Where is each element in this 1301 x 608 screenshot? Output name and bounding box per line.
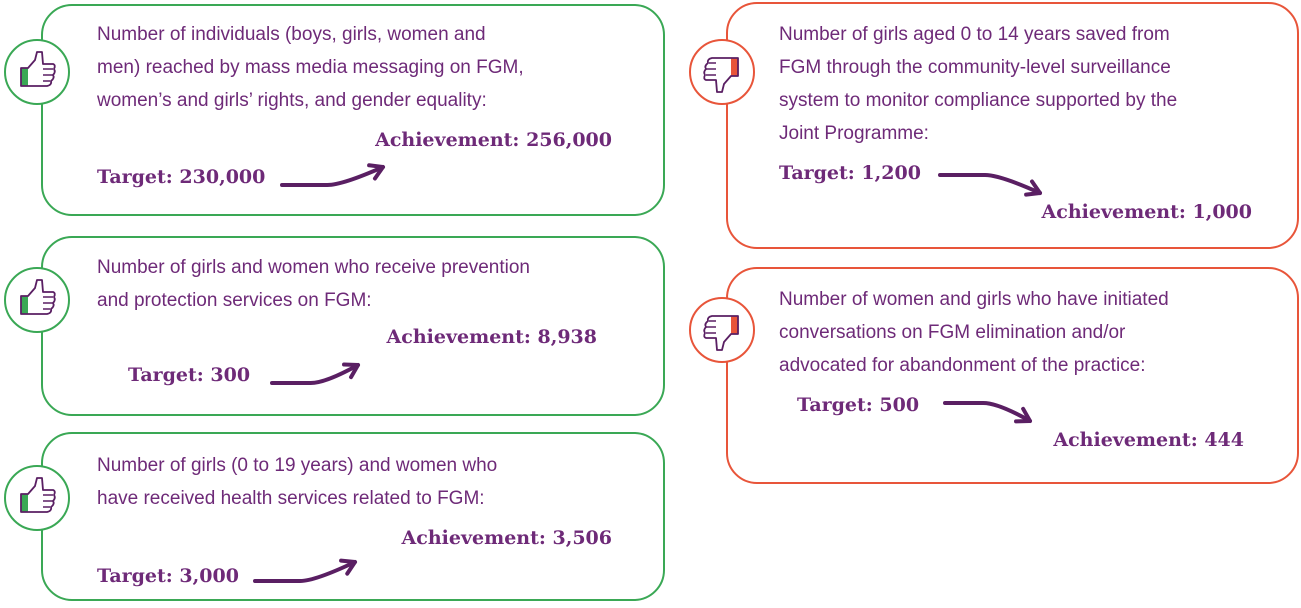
thumbs-up-icon	[20, 51, 56, 87]
card: Number of girls and women who receive pr…	[4, 236, 665, 416]
thumbs-up-icon	[20, 477, 56, 513]
card-border	[726, 2, 1299, 249]
card-description: Joint Programme:	[779, 123, 929, 144]
icon-stripe	[21, 494, 28, 512]
card-description: system to monitor compliance supported b…	[779, 90, 1177, 111]
arrow	[943, 401, 1032, 423]
card-description: advocated for abandonment of the practic…	[779, 355, 1146, 376]
card-description: Number of individuals (boys, girls, wome…	[97, 24, 486, 45]
arrow	[270, 363, 360, 385]
achievement-label: Achievement: 444	[1052, 429, 1244, 451]
icon-thumb	[20, 51, 56, 87]
icon-stripe	[731, 58, 738, 76]
card: Number of individuals (boys, girls, wome…	[4, 4, 665, 216]
icon-thumb	[20, 477, 56, 513]
arrow-head	[342, 362, 360, 380]
card: Number of girls aged 0 to 14 years saved…	[689, 2, 1299, 249]
card: Number of women and girls who have initi…	[689, 267, 1299, 484]
arrow-head	[339, 558, 357, 576]
thumbs-down-icon	[703, 315, 739, 351]
target-label: Target: 230,000	[97, 166, 265, 188]
card-description: men) reached by mass media messaging on …	[97, 57, 524, 78]
card-description: Number of girls (0 to 19 years) and wome…	[97, 455, 497, 476]
icon-finger-lines	[43, 68, 53, 82]
icon-finger-lines	[43, 296, 53, 310]
target-label: Target: 500	[797, 394, 919, 416]
card-description: Number of girls and women who receive pr…	[97, 257, 530, 278]
achievement-label: Achievement: 1,000	[1041, 201, 1252, 223]
icon-stripe	[21, 68, 28, 86]
card-description: FGM through the community-level surveill…	[779, 57, 1171, 78]
arrow-head	[367, 163, 385, 181]
card-description: Number of girls aged 0 to 14 years saved…	[779, 24, 1170, 45]
icon-thumb	[20, 279, 56, 315]
target-label: Target: 3,000	[97, 565, 239, 587]
arrow	[280, 165, 385, 187]
thumbs-up-icon	[20, 279, 56, 315]
arrow-head	[1024, 179, 1042, 197]
icon-stripe	[21, 296, 28, 314]
icon-circle	[689, 297, 755, 363]
icon-thumb	[703, 315, 739, 351]
icon-thumb	[703, 57, 739, 93]
icon-finger-lines	[43, 494, 53, 508]
icon-circle	[689, 39, 755, 105]
card-description: and protection services on FGM:	[97, 290, 372, 311]
achievement-label: Achievement: 8,938	[386, 326, 597, 348]
icon-circle	[4, 39, 70, 105]
card-description: Number of women and girls who have initi…	[779, 289, 1169, 310]
icon-finger-lines	[706, 62, 716, 76]
icon-circle	[4, 465, 70, 531]
achievement-label: Achievement: 256,000	[374, 129, 612, 151]
target-label: Target: 1,200	[779, 162, 921, 184]
arrow-head	[1014, 406, 1032, 424]
icon-stripe	[731, 316, 738, 334]
achievement-label: Achievement: 3,506	[401, 527, 612, 549]
card-description: have received health services related to…	[97, 488, 485, 509]
icon-circle	[4, 267, 70, 333]
card-description: conversations on FGM elimination and/or	[779, 322, 1126, 343]
arrow	[938, 173, 1042, 195]
card: Number of girls (0 to 19 years) and wome…	[4, 432, 665, 601]
card-border	[41, 4, 665, 216]
target-label: Target: 300	[128, 364, 250, 386]
thumbs-down-icon	[703, 57, 739, 93]
arrow	[253, 560, 357, 583]
card-description: women’s and girls’ rights, and gender eq…	[96, 90, 487, 111]
card-border	[726, 267, 1299, 484]
icon-finger-lines	[706, 320, 716, 334]
